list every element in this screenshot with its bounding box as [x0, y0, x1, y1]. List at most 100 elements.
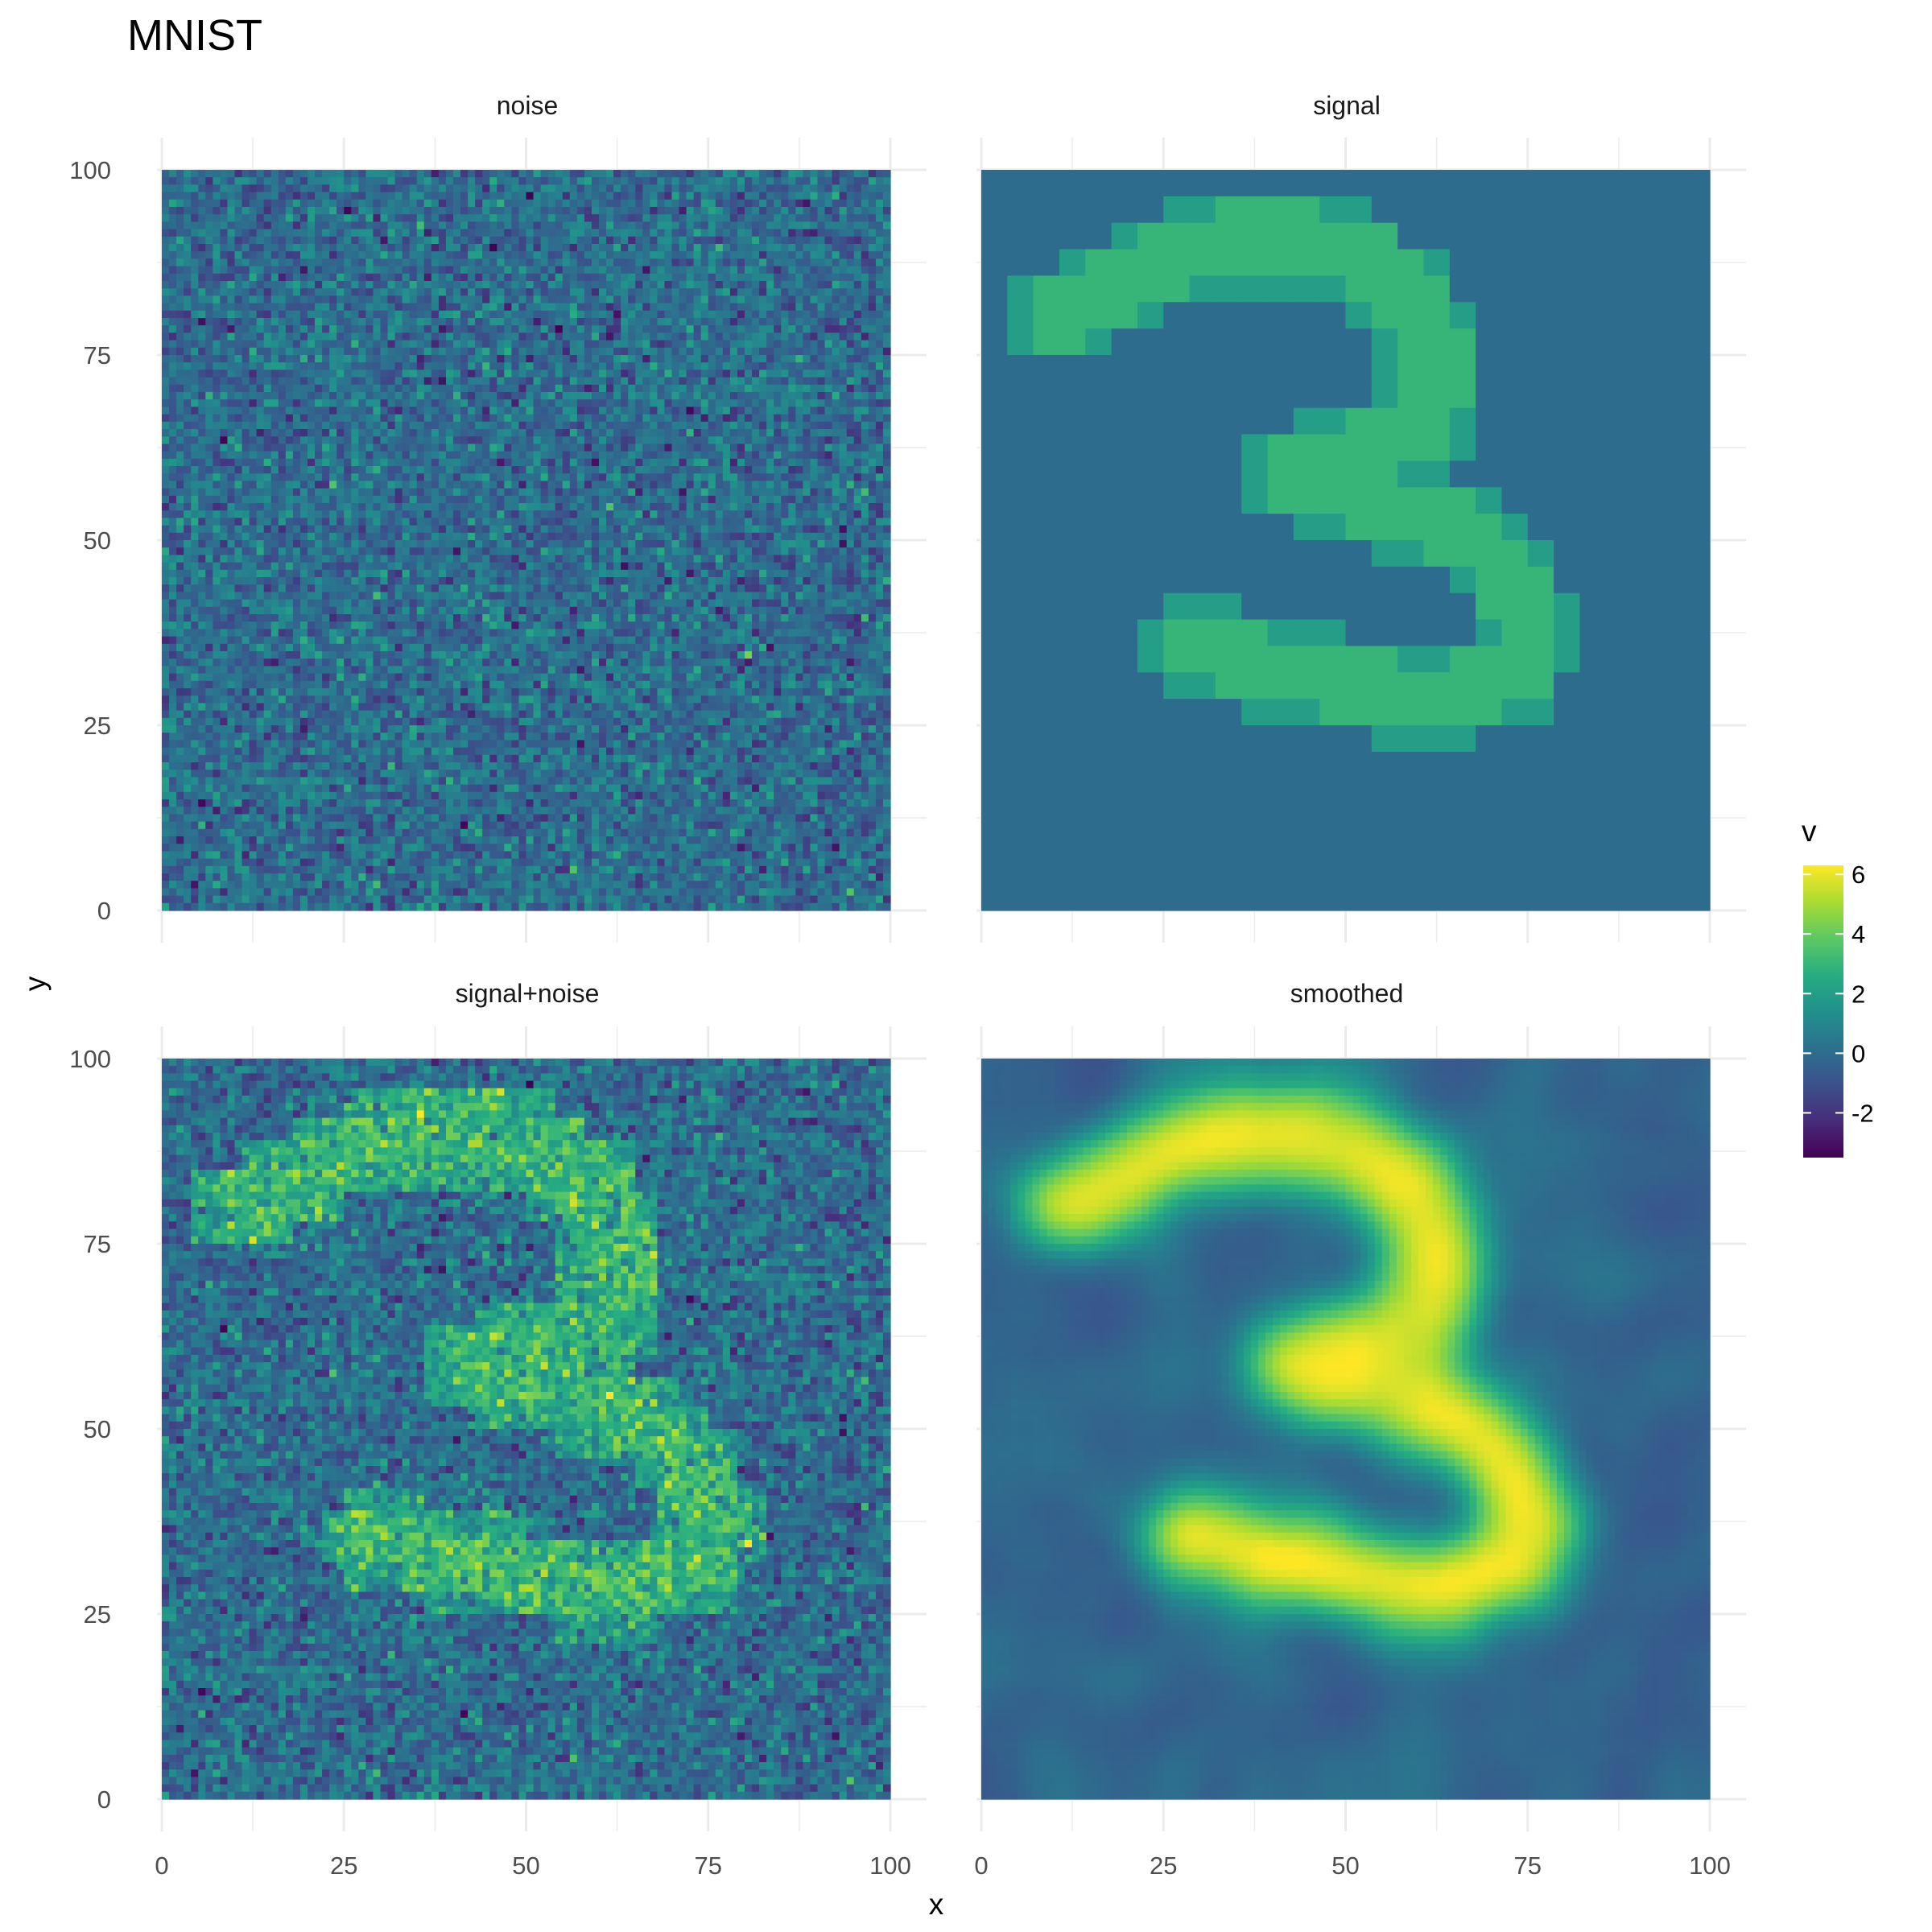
heatmap-cell — [271, 496, 279, 504]
heatmap-cell — [810, 295, 818, 303]
heatmap-cell — [329, 170, 337, 178]
heatmap-cell — [329, 444, 337, 452]
heatmap-cell — [417, 452, 425, 460]
heatmap-cell — [781, 481, 789, 489]
heatmap-cell — [701, 207, 709, 215]
heatmap-cell — [482, 518, 490, 526]
heatmap-cell — [271, 258, 279, 266]
heatmap-cell — [832, 332, 840, 341]
heatmap-cell — [198, 452, 206, 460]
heatmap-cell — [708, 237, 716, 245]
heatmap-cell — [847, 385, 855, 393]
heatmap-cell — [606, 518, 614, 526]
heatmap-cell — [854, 288, 862, 296]
heatmap-cell — [358, 311, 366, 319]
heatmap-cell — [534, 341, 542, 349]
heatmap-cell — [628, 444, 636, 452]
heatmap-cell — [176, 473, 184, 481]
heatmap-cell — [286, 385, 294, 393]
heatmap-cell — [832, 436, 840, 444]
heatmap-cell — [701, 311, 709, 319]
heatmap-cell — [497, 266, 505, 275]
heatmap-cell — [308, 385, 316, 393]
heatmap-cell — [832, 348, 840, 356]
heatmap-cell — [752, 295, 760, 303]
heatmap-cell — [555, 251, 564, 259]
heatmap-cell — [358, 518, 366, 526]
heatmap-cell — [220, 369, 228, 378]
heatmap-cell — [563, 510, 571, 518]
heatmap-cell — [621, 177, 629, 185]
heatmap-cell — [628, 510, 636, 518]
heatmap-cell — [613, 362, 621, 370]
heatmap-cell — [439, 533, 447, 541]
heatmap-cell — [351, 422, 359, 430]
heatmap-cell — [825, 526, 833, 534]
heatmap-cell — [431, 452, 440, 460]
heatmap-cell — [650, 407, 658, 415]
heatmap-cell — [279, 221, 287, 229]
heatmap-cell — [227, 496, 235, 504]
heatmap-cell — [417, 229, 425, 237]
heatmap-cell — [482, 496, 490, 504]
heatmap-cell — [213, 378, 221, 386]
heatmap-cell — [286, 170, 294, 178]
heatmap-cell — [497, 318, 505, 326]
heatmap-cell — [395, 288, 403, 296]
heatmap-cell — [358, 266, 366, 275]
heatmap-cell — [169, 510, 177, 518]
heatmap-cell — [723, 207, 731, 215]
heatmap-cell — [169, 237, 177, 245]
heatmap-cell — [402, 362, 411, 370]
heatmap-cell — [460, 341, 469, 349]
heatmap-cell — [336, 415, 345, 423]
heatmap-cell — [541, 288, 549, 296]
heatmap-cell — [162, 362, 170, 370]
heatmap-cell — [162, 295, 170, 303]
heatmap-cell — [795, 207, 803, 215]
heatmap-cell — [336, 318, 345, 326]
heatmap-cell — [788, 526, 796, 534]
heatmap-cell — [351, 503, 359, 511]
heatmap-cell — [795, 318, 803, 326]
heatmap-cell — [169, 221, 177, 229]
heatmap-cell — [854, 378, 862, 386]
heatmap-cell — [592, 459, 600, 467]
heatmap-cell — [315, 221, 323, 229]
heatmap-cell — [723, 274, 731, 282]
heatmap-cell — [687, 518, 695, 526]
heatmap-cell — [730, 503, 738, 511]
heatmap-cell — [162, 503, 170, 511]
heatmap-cell — [613, 274, 621, 282]
heatmap-cell — [162, 392, 170, 400]
heatmap-cell — [410, 258, 418, 266]
heatmap-cell — [766, 466, 774, 474]
heatmap-cell — [847, 214, 855, 222]
heatmap-cell — [818, 362, 826, 370]
heatmap-cell — [365, 221, 374, 229]
heatmap-cell — [198, 369, 206, 378]
heatmap-cell — [534, 496, 542, 504]
heatmap-cell — [759, 459, 767, 467]
heatmap-cell — [657, 362, 665, 370]
heatmap-cell — [803, 518, 811, 526]
heatmap-cell — [694, 489, 702, 497]
heatmap-cell — [424, 332, 432, 341]
heatmap-cell — [723, 266, 731, 275]
heatmap-cell — [250, 503, 258, 511]
heatmap-cell — [810, 281, 818, 289]
heatmap-cell — [511, 415, 519, 423]
heatmap-cell — [818, 399, 826, 407]
heatmap-cell — [184, 459, 192, 467]
heatmap-cell — [548, 200, 556, 208]
heatmap-cell — [300, 281, 308, 289]
heatmap-cell — [788, 184, 796, 192]
heatmap-cell — [774, 429, 782, 437]
heatmap-cell — [446, 303, 454, 312]
heatmap-cell — [570, 473, 578, 481]
heatmap-cell — [453, 303, 461, 312]
heatmap-cell — [592, 295, 600, 303]
heatmap-cell — [336, 459, 345, 467]
heatmap-cell — [679, 466, 687, 474]
heatmap-cell — [460, 295, 469, 303]
